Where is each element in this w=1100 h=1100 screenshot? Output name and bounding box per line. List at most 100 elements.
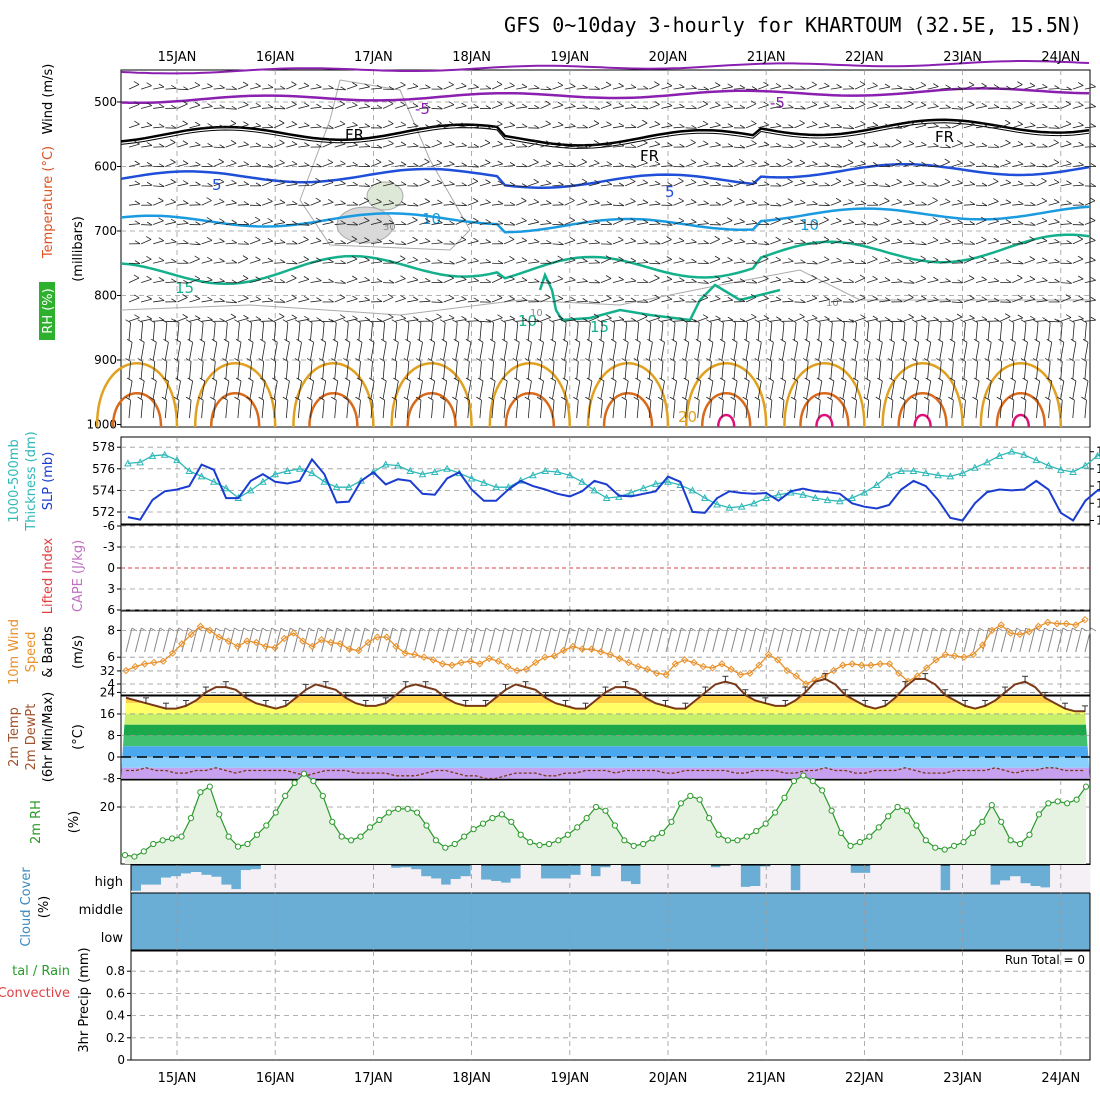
wind-barb bbox=[553, 627, 561, 653]
wind-barb bbox=[576, 161, 587, 167]
wind-barb bbox=[730, 319, 736, 324]
rh-point bbox=[866, 833, 873, 840]
wind-barb bbox=[466, 627, 473, 632]
wind-barb bbox=[286, 262, 298, 265]
wind-barb bbox=[1054, 199, 1060, 203]
rh-point bbox=[969, 829, 977, 837]
wind-barb bbox=[195, 141, 201, 146]
rh-point bbox=[856, 839, 863, 846]
wind-barb bbox=[140, 380, 145, 399]
wind-barb bbox=[703, 280, 709, 284]
wind-barb bbox=[927, 239, 939, 245]
wind-barb bbox=[872, 162, 879, 166]
wind-barb bbox=[552, 124, 564, 129]
wind-barb bbox=[424, 178, 430, 183]
wind-barb bbox=[612, 204, 625, 207]
wind-barb bbox=[1029, 82, 1036, 87]
wind-barb bbox=[1048, 342, 1053, 361]
wind-barb bbox=[642, 159, 648, 164]
wind-barb bbox=[576, 221, 588, 225]
wind-speed-point bbox=[783, 666, 791, 675]
wind-barb bbox=[497, 200, 504, 205]
wind-barb bbox=[909, 239, 915, 244]
wind-speed-point bbox=[662, 670, 670, 679]
tick-label: 1000 bbox=[86, 418, 117, 432]
wind-barb bbox=[839, 627, 845, 632]
wind-barb bbox=[419, 181, 430, 187]
wind-barb bbox=[1072, 164, 1084, 167]
wind-barb bbox=[1012, 163, 1024, 167]
wind-barb bbox=[612, 342, 617, 361]
wind-barb bbox=[1084, 106, 1096, 109]
wind-barb bbox=[691, 218, 697, 223]
wind-barb bbox=[249, 165, 262, 167]
wind-barb bbox=[316, 257, 322, 262]
wind-barb bbox=[901, 338, 907, 343]
wind-barb bbox=[306, 396, 313, 401]
wind-barb bbox=[830, 166, 842, 168]
wind-barb bbox=[981, 256, 987, 261]
wind-barb bbox=[679, 317, 685, 321]
wind-barb bbox=[358, 342, 363, 361]
cloud-bar bbox=[1080, 865, 1091, 893]
wind-barb bbox=[937, 377, 944, 382]
wind-barb bbox=[298, 400, 301, 419]
wind-barb bbox=[782, 361, 785, 380]
wind-barb bbox=[316, 83, 322, 88]
wind-barb bbox=[896, 139, 902, 143]
wind-barb bbox=[452, 319, 458, 324]
wind-barb bbox=[600, 124, 612, 129]
wind-barb bbox=[298, 85, 310, 90]
wind-barb bbox=[824, 102, 830, 107]
wind-barb bbox=[411, 627, 417, 632]
wind-barb bbox=[255, 627, 263, 653]
wind-barb bbox=[630, 178, 636, 182]
cloud-bar bbox=[720, 865, 731, 893]
wind-barb bbox=[573, 396, 579, 401]
wind-barb bbox=[546, 239, 552, 244]
date-label-top: 18JAN bbox=[452, 50, 491, 65]
wind-barb bbox=[973, 377, 980, 382]
wind-barb bbox=[322, 162, 334, 167]
thickness-point bbox=[860, 488, 869, 496]
wind-barb bbox=[370, 322, 373, 341]
wind-barb bbox=[816, 377, 823, 382]
wind-barb bbox=[818, 145, 830, 148]
wind-barb bbox=[1048, 281, 1060, 283]
wind-barb bbox=[316, 143, 322, 148]
wind-barb bbox=[878, 400, 882, 419]
wind-barb bbox=[364, 143, 371, 147]
wind-barb bbox=[1065, 294, 1072, 298]
wind-barb bbox=[395, 243, 407, 245]
rh-point bbox=[1035, 811, 1042, 818]
wind-barb bbox=[126, 338, 133, 343]
wind-barb bbox=[237, 297, 249, 303]
wind-barb bbox=[718, 627, 724, 632]
wind-barb bbox=[709, 380, 714, 399]
wind-barb bbox=[842, 400, 845, 419]
wind-barb bbox=[441, 338, 447, 343]
wind-barb bbox=[370, 181, 382, 187]
wind-barb bbox=[425, 257, 431, 262]
wind-barb bbox=[339, 100, 346, 105]
wind-barb bbox=[624, 361, 628, 380]
wind-barb bbox=[234, 319, 240, 324]
wind-barb bbox=[939, 322, 942, 341]
wind-barb bbox=[213, 322, 216, 341]
wind-barb bbox=[170, 198, 177, 203]
cloud-bar bbox=[1040, 887, 1051, 893]
wind-barb bbox=[597, 396, 603, 401]
wind-barb bbox=[437, 85, 443, 90]
wind-barb bbox=[439, 358, 446, 362]
wind-barb bbox=[830, 300, 842, 303]
wind-barb bbox=[818, 342, 823, 361]
wind-barb bbox=[491, 84, 503, 90]
wind-barb bbox=[624, 322, 628, 341]
wind-barb bbox=[395, 298, 406, 303]
wind-barb bbox=[201, 279, 213, 283]
wind-barb bbox=[1032, 358, 1039, 362]
wind-barb bbox=[593, 120, 600, 124]
tick-label: 8 bbox=[107, 728, 115, 742]
wind-barb bbox=[920, 81, 927, 86]
wind-barb bbox=[944, 198, 951, 203]
